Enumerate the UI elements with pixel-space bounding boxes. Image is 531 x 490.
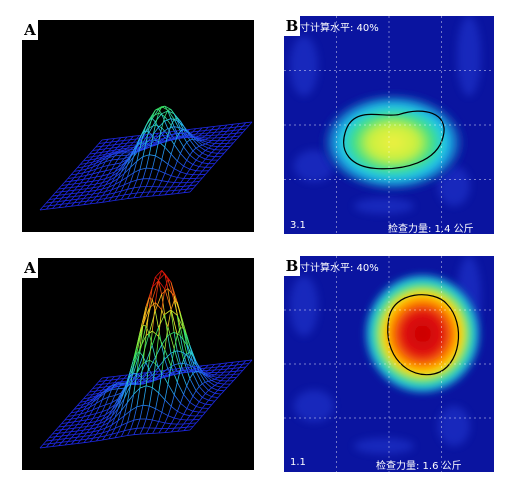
pressure-hotspot [323, 94, 464, 191]
wireframe-panel-bottom: A [22, 258, 254, 470]
wireframe-panel-top: A [22, 20, 254, 232]
panel-label-a-bottom: A [22, 258, 38, 278]
dotted-grid [284, 16, 494, 234]
heatmap-panel-bottom: B 寸计算水平: 40% 1.1 检查力量: 1.6 公斤 [284, 256, 494, 472]
force-text-top: 检查力量: 1.4 公斤 [388, 224, 474, 234]
dotted-grid [284, 256, 494, 472]
wire-mesh [39, 105, 253, 211]
panel-label-b-top: B [284, 16, 300, 36]
panel-label-a-top: A [22, 20, 38, 40]
value-text-bottom: 1.1 [290, 457, 306, 468]
pressure-hotspot [364, 273, 481, 394]
value-text-top: 3.1 [290, 220, 306, 231]
wire-mesh [39, 270, 253, 449]
panel-label-b-bottom: B [284, 256, 300, 276]
contour-line [387, 294, 460, 376]
wireframe-plot-bottom [39, 270, 253, 449]
heatmap-panel-top: B 寸计算水平: 40% 3.1 检查力量: 1.4 公斤 [284, 16, 494, 234]
force-text-bottom: 检查力量: 1.6 公斤 [376, 461, 462, 472]
heatmap-plot-top [284, 16, 494, 234]
contour-line [343, 110, 445, 170]
level-text-bottom: 寸计算水平: 40% [300, 263, 379, 274]
wireframe-plot-top [39, 105, 253, 211]
heatmap-plot-bottom [284, 256, 494, 472]
level-text-top: 寸计算水平: 40% [300, 23, 379, 34]
